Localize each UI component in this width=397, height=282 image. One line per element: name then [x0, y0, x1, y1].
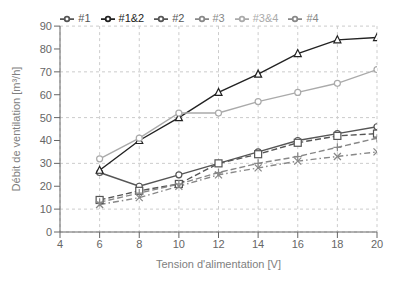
- svg-text:80: 80: [40, 43, 52, 55]
- html-text:#3&4: #3&4: [252, 12, 279, 24]
- svg-text:40: 40: [40, 134, 52, 146]
- html-text:#1: #1: [78, 12, 91, 24]
- svg-text:50: 50: [40, 112, 52, 124]
- html-text:#4: #4: [306, 12, 319, 24]
- svg-text:10: 10: [173, 238, 185, 250]
- svg-text:60: 60: [40, 89, 52, 101]
- svg-text:Tension d'alimentation [V]: Tension d'alimentation [V]: [156, 258, 281, 270]
- svg-text:12: 12: [212, 238, 224, 250]
- html-text:#2: #2: [172, 12, 185, 24]
- svg-text:4: 4: [57, 238, 63, 250]
- svg-text:8: 8: [136, 238, 142, 250]
- svg-text:Débit de ventilation [m³/h]: Débit de ventilation [m³/h]: [10, 67, 22, 192]
- svg-text:0: 0: [46, 226, 52, 238]
- html-text:#3: #3: [212, 12, 225, 24]
- svg-text:6: 6: [97, 238, 103, 250]
- svg-text:16: 16: [292, 238, 304, 250]
- svg-text:14: 14: [252, 238, 264, 250]
- svg-text:20: 20: [40, 180, 52, 192]
- svg-text:20: 20: [371, 238, 383, 250]
- svg-text:30: 30: [40, 157, 52, 169]
- svg-text:90: 90: [40, 20, 52, 32]
- html-text:#1&2: #1&2: [118, 12, 145, 24]
- svg-text:10: 10: [40, 203, 52, 215]
- svg-text:70: 70: [40, 66, 52, 78]
- svg-text:18: 18: [331, 238, 343, 250]
